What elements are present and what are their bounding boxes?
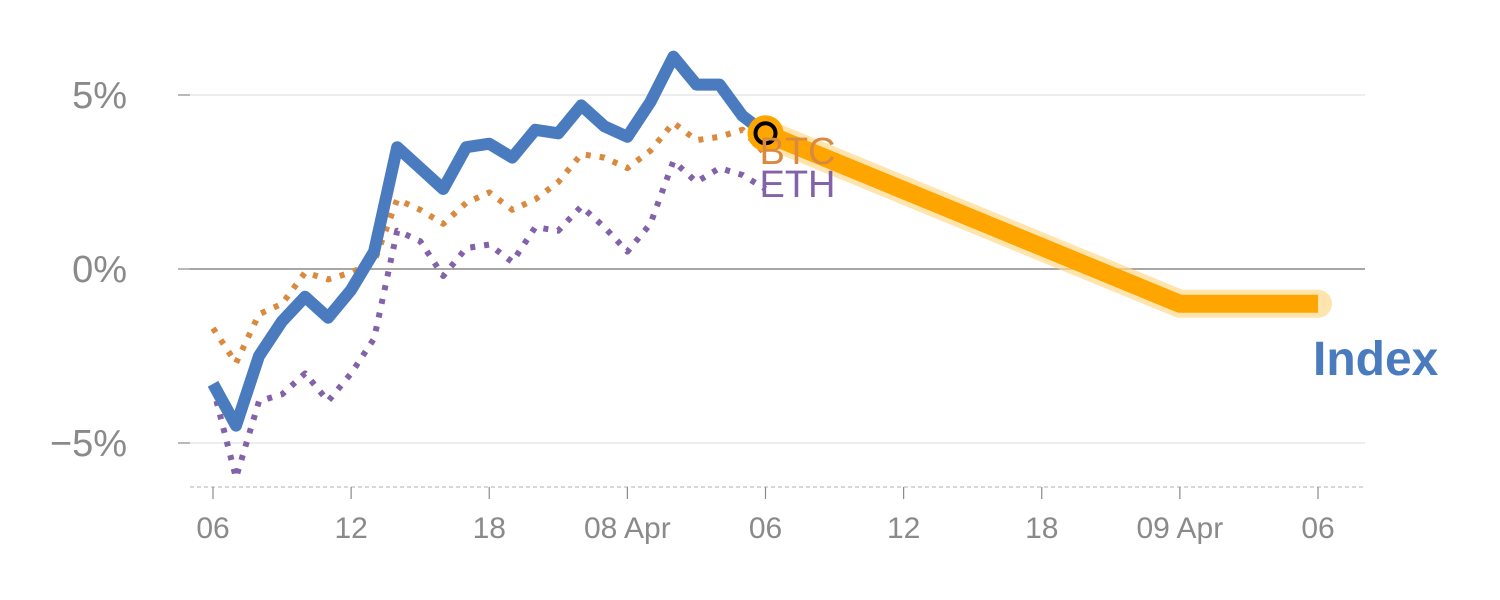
y-tick-label: −5% — [50, 423, 127, 465]
x-tick-label: 12 — [334, 512, 367, 545]
marker-outer — [747, 115, 784, 152]
series-line-index — [207, 50, 770, 432]
series-line-btc — [210, 119, 768, 366]
grid-lines — [190, 94, 1365, 444]
y-tick-label: 5% — [72, 75, 127, 117]
series-label-eth: ETH — [760, 164, 836, 206]
series-labels: BTC ETH Index — [760, 131, 1439, 386]
series-label-index: Index — [1313, 333, 1439, 386]
current-marker — [747, 115, 784, 152]
x-tick-label: 06 — [196, 512, 229, 545]
x-tick-label: 18 — [473, 512, 506, 545]
x-tick-label: 08 Apr — [584, 512, 671, 545]
x-tick-label: 12 — [887, 512, 920, 545]
x-tick-label: 09 Apr — [1137, 512, 1224, 545]
y-tick-label: 0% — [72, 249, 127, 291]
x-tick-label: 06 — [1301, 512, 1334, 545]
x-tick-label: 06 — [749, 512, 782, 545]
series-label-btc: BTC — [760, 131, 836, 173]
marker-ring — [753, 121, 778, 146]
axes: 5% 0% −5% 06 12 18 08 Apr 06 12 18 09 Apr 06 — [50, 75, 1365, 545]
x-tick-label: 18 — [1025, 512, 1058, 545]
projection-line — [762, 124, 1318, 313]
series-lines — [207, 50, 1332, 481]
series-line-eth — [210, 158, 768, 481]
